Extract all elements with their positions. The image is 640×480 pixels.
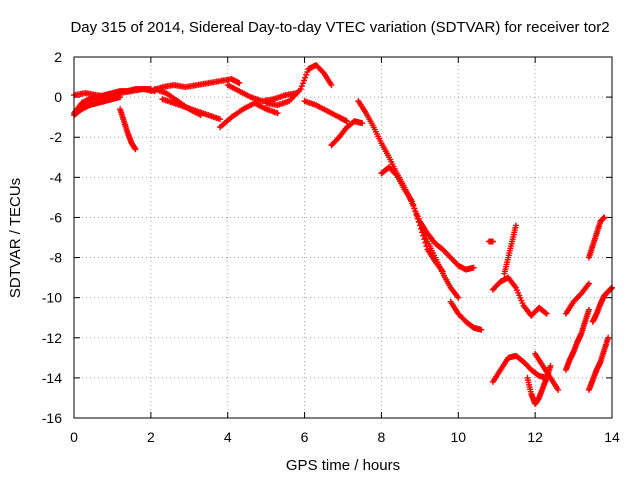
series-track-19 [501, 222, 519, 277]
data-point [420, 232, 427, 239]
series-track-12 [328, 118, 366, 149]
data-point [343, 118, 350, 125]
data-point [117, 94, 124, 101]
data-points [71, 62, 615, 407]
y-tick-label: -10 [42, 290, 62, 306]
data-point [439, 268, 446, 275]
series-track-25 [585, 214, 608, 261]
series-track-15 [416, 218, 477, 273]
data-point [297, 86, 304, 93]
y-tick-label: -2 [50, 129, 63, 145]
data-point [236, 80, 243, 87]
series-track-17 [486, 238, 496, 245]
data-point [411, 205, 418, 212]
data-point [301, 77, 308, 84]
data-point [392, 171, 399, 178]
data-point [304, 68, 311, 75]
series-track-20 [489, 352, 550, 385]
data-point [555, 386, 562, 393]
data-point [302, 74, 309, 81]
plot-frame [73, 56, 613, 419]
data-point [410, 201, 417, 208]
data-point [274, 110, 281, 117]
y-tick-label: 2 [54, 49, 62, 65]
series-track-7 [159, 96, 224, 123]
tick-labels: 0 2 4 6 8 10 12 14 2 0 -2 -4 -6 -8 -10 -12 -14 -16 [42, 49, 620, 445]
data-point [585, 306, 592, 313]
x-tick-label: 12 [527, 429, 543, 445]
data-point [605, 334, 612, 341]
y-tick-label: -6 [50, 209, 63, 225]
series-track-22 [532, 350, 562, 393]
x-tick-label: 2 [147, 429, 155, 445]
data-point [132, 146, 139, 153]
data-point [585, 280, 592, 287]
data-point [409, 198, 416, 205]
data-point [422, 239, 429, 246]
data-point [489, 238, 496, 245]
data-point [298, 83, 305, 90]
data-point [421, 236, 428, 243]
y-axis-label: SDTVAR / TECUs [7, 178, 24, 298]
data-point [412, 208, 419, 215]
x-tick-label: 8 [378, 429, 386, 445]
data-point [299, 80, 306, 87]
grid [74, 57, 612, 418]
data-point [543, 310, 550, 317]
series-track-16 [447, 298, 485, 333]
data-point [303, 71, 310, 78]
data-point [413, 212, 420, 219]
data-point [359, 120, 366, 127]
series-track-27 [585, 334, 612, 393]
data-point [455, 294, 462, 301]
data-point [217, 116, 224, 123]
data-point [470, 264, 477, 271]
series-track-23 [562, 280, 592, 317]
series-track-18 [489, 274, 550, 319]
series-track-10 [263, 62, 335, 109]
data-point [512, 222, 519, 229]
y-tick-label: -4 [50, 169, 63, 185]
series-track-24 [562, 306, 592, 373]
x-tick-label: 14 [604, 429, 620, 445]
data-point [601, 214, 608, 221]
y-tick-label: -8 [50, 250, 63, 266]
y-tick-label: -16 [42, 410, 62, 426]
axis-ticks [73, 56, 613, 419]
chart-title: Day 315 of 2014, Sidereal Day-to-day VTE… [70, 19, 609, 36]
series-track-21 [524, 362, 554, 407]
data-point [478, 326, 485, 333]
data-point [423, 243, 430, 250]
data-point [542, 309, 549, 316]
y-tick-label: 0 [54, 89, 62, 105]
x-tick-label: 0 [70, 429, 78, 445]
series-track-11 [301, 98, 350, 125]
y-tick-label: -12 [42, 330, 62, 346]
x-tick-label: 4 [224, 429, 232, 445]
data-point [328, 82, 335, 89]
data-point [547, 362, 554, 369]
x-axis-label: GPS time / hours [286, 457, 400, 474]
series-track-14 [378, 164, 446, 275]
series-track-2 [71, 86, 158, 101]
y-tick-label: -14 [42, 370, 62, 386]
series-track-26 [589, 284, 615, 325]
series-track-3 [71, 94, 124, 119]
series-track-4 [117, 106, 139, 153]
x-tick-label: 6 [301, 429, 309, 445]
x-tick-label: 10 [450, 429, 466, 445]
